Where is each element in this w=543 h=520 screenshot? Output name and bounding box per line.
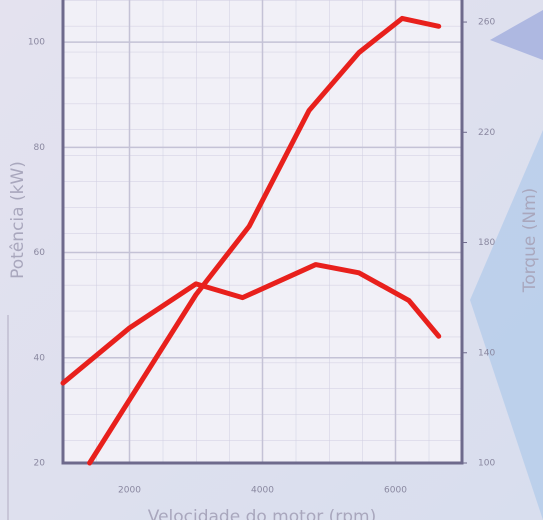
y2-tick-label: 260 xyxy=(478,18,495,28)
y2-axis-title: Torque (Nm) xyxy=(520,188,540,294)
x-tick-label: 6000 xyxy=(384,486,407,496)
y-tick-label: 40 xyxy=(34,353,46,363)
x-tick-label: 4000 xyxy=(251,486,274,496)
plot-frame xyxy=(61,0,464,465)
y-axis-title: Potência (kW) xyxy=(8,161,28,279)
y2-tick-label: 180 xyxy=(478,238,495,248)
x-tick-label: 2000 xyxy=(118,486,141,496)
y2-tick-label: 140 xyxy=(478,348,495,358)
y2-tick-label: 220 xyxy=(478,128,495,138)
y-tick-label: 20 xyxy=(34,459,46,469)
x-axis-title: Velocidade do motor (rpm) xyxy=(148,507,376,520)
decor xyxy=(470,130,543,520)
y-tick-label: 80 xyxy=(34,143,46,153)
series-line xyxy=(87,15,442,466)
series-line xyxy=(60,262,442,386)
y2-tick-label: 100 xyxy=(478,459,495,469)
y-tick-label: 60 xyxy=(34,248,46,258)
decor xyxy=(490,10,543,60)
y-tick-label: 100 xyxy=(28,38,45,48)
